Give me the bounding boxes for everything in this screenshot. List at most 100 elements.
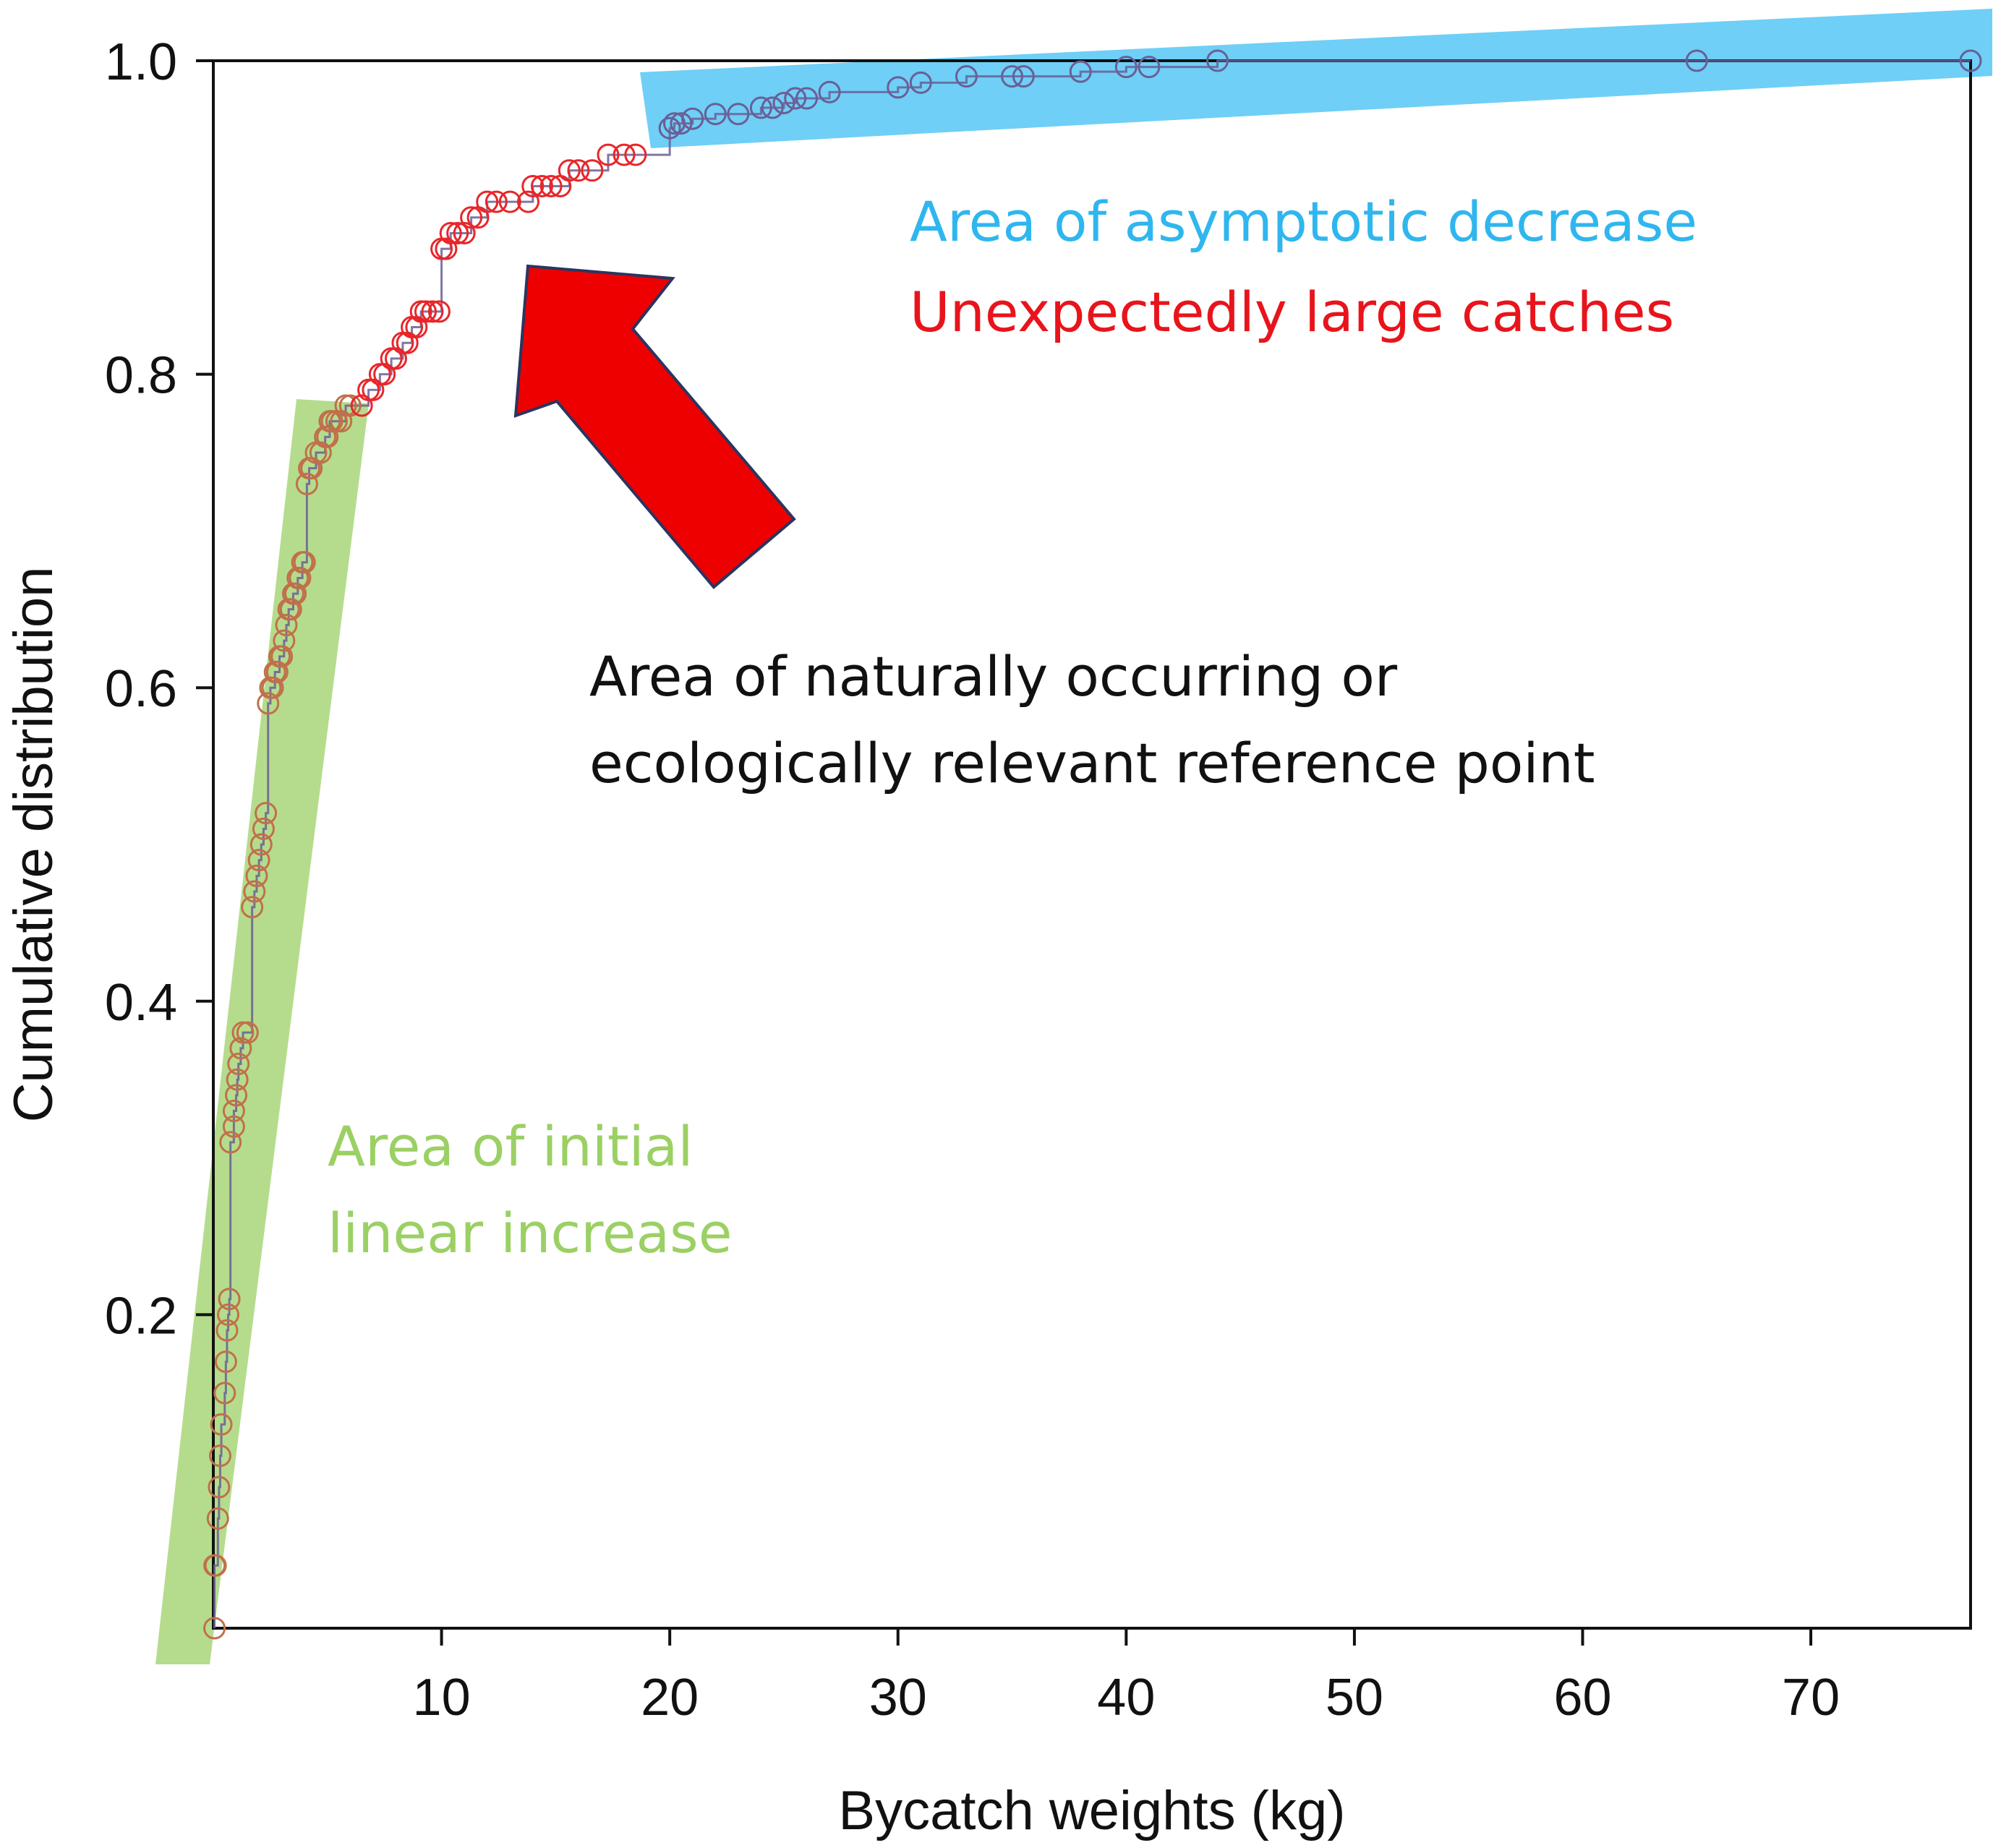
data-point-large bbox=[414, 300, 437, 323]
linear-increase-band bbox=[155, 399, 369, 1664]
data-point-asymptotic bbox=[1114, 56, 1138, 79]
data-point-asymptotic bbox=[772, 92, 795, 115]
data-point-linear bbox=[243, 880, 266, 903]
data-point-large bbox=[521, 174, 545, 197]
data-point-linear bbox=[229, 1037, 252, 1060]
data-point-asymptotic bbox=[784, 87, 807, 110]
data-point-linear bbox=[273, 629, 296, 652]
data-point-large bbox=[384, 347, 407, 370]
data-point-large bbox=[558, 159, 581, 182]
data-point-large bbox=[362, 378, 385, 401]
data-point-linear bbox=[222, 1100, 245, 1123]
data-point-large bbox=[446, 221, 469, 244]
data-point-asymptotic bbox=[1959, 49, 1982, 72]
data-point-linear bbox=[208, 1476, 231, 1499]
x-tick-label: 70 bbox=[1782, 1669, 1840, 1727]
data-point-large bbox=[567, 159, 590, 182]
data-point-asymptotic bbox=[1685, 49, 1708, 72]
data-point-asymptotic bbox=[727, 103, 750, 126]
data-point-linear bbox=[261, 676, 284, 699]
data-point-asymptotic bbox=[761, 96, 784, 119]
data-point-linear bbox=[289, 566, 312, 589]
reference-point-label-line2: ecologically relevant reference point bbox=[589, 731, 1595, 795]
data-point-large bbox=[613, 143, 636, 166]
data-point-large bbox=[435, 237, 458, 260]
reference-point-label-line1: Area of naturally occurring or bbox=[589, 644, 1398, 709]
large-catches-label: Unexpectedly large catches bbox=[910, 280, 1674, 344]
data-point-large bbox=[439, 221, 462, 244]
data-point-asymptotic bbox=[658, 116, 681, 140]
data-point-linear bbox=[217, 1303, 240, 1326]
data-point-asymptotic bbox=[818, 80, 841, 103]
linear-increase-label-line2: linear increase bbox=[328, 1201, 732, 1265]
data-point-asymptotic bbox=[887, 76, 910, 99]
data-point-asymptotic bbox=[955, 65, 978, 88]
data-point-linear bbox=[252, 817, 275, 840]
x-tick-label: 10 bbox=[413, 1669, 471, 1727]
data-point-asymptotic bbox=[795, 87, 819, 110]
data-point-asymptotic bbox=[704, 103, 727, 126]
data-point-linear bbox=[270, 645, 294, 668]
data-point-large bbox=[539, 174, 563, 197]
data-point-linear bbox=[255, 802, 278, 825]
data-point-large bbox=[350, 394, 373, 417]
data-point-linear bbox=[338, 394, 362, 417]
y-tick-label: 0.8 bbox=[105, 347, 177, 405]
data-point-linear bbox=[215, 1319, 239, 1342]
data-point-linear bbox=[227, 1053, 250, 1076]
data-point-large bbox=[427, 300, 451, 323]
reference-point-arrow bbox=[513, 264, 796, 589]
data-point-linear bbox=[241, 896, 264, 919]
x-tick-label: 30 bbox=[869, 1669, 927, 1727]
data-point-linear bbox=[247, 849, 270, 872]
data-point-large bbox=[460, 206, 483, 229]
y-axis-title: Cumulative distribution bbox=[3, 567, 64, 1123]
data-point-asymptotic bbox=[681, 107, 704, 130]
data-point-linear bbox=[219, 1131, 242, 1154]
data-point-large bbox=[453, 221, 476, 244]
data-point-linear bbox=[257, 692, 280, 715]
x-axis-title: Bycatch weights (kg) bbox=[838, 1780, 1345, 1841]
y-tick-label: 0.6 bbox=[105, 660, 177, 718]
data-point-linear bbox=[293, 551, 316, 574]
data-point-asymptotic bbox=[909, 71, 932, 94]
data-point-linear bbox=[249, 833, 273, 856]
y-axis: 0.2 0.4 0.6 0.8 1.0 bbox=[105, 33, 213, 1345]
linear-increase-label-line1: Area of initial bbox=[328, 1114, 693, 1178]
data-point-linear bbox=[206, 1507, 229, 1530]
data-point-asymptotic bbox=[1012, 65, 1035, 88]
x-tick-label: 60 bbox=[1553, 1669, 1611, 1727]
data-point-asymptotic bbox=[1206, 49, 1229, 72]
data-point-asymptotic bbox=[670, 112, 693, 135]
x-axis: 10 20 30 40 50 60 70 bbox=[413, 1628, 1840, 1727]
data-point-linear bbox=[222, 1115, 245, 1138]
data-point-linear bbox=[265, 661, 289, 684]
data-point-asymptotic bbox=[1069, 60, 1092, 83]
data-point-linear bbox=[226, 1068, 249, 1091]
data-point-asymptotic bbox=[749, 96, 772, 119]
data-point-linear bbox=[218, 1288, 241, 1311]
data-point-asymptotic bbox=[1138, 56, 1161, 79]
asymptotic-band bbox=[640, 9, 1992, 148]
y-tick-label: 0.2 bbox=[105, 1287, 177, 1345]
asymptotic-label: Area of asymptotic decrease bbox=[910, 189, 1697, 254]
data-point-linear bbox=[236, 1021, 259, 1044]
data-point-large bbox=[581, 159, 604, 182]
data-point-linear bbox=[203, 1617, 226, 1640]
x-tick-label: 40 bbox=[1097, 1669, 1155, 1727]
data-point-linear bbox=[279, 598, 302, 621]
data-point-linear bbox=[204, 1554, 227, 1577]
data-point-linear bbox=[225, 1084, 248, 1107]
data-point-large bbox=[373, 363, 396, 386]
y-tick-label: 0.4 bbox=[105, 974, 177, 1032]
plot-frame bbox=[212, 59, 1972, 1630]
data-points bbox=[203, 49, 1982, 1640]
data-point-linear bbox=[295, 472, 318, 495]
data-point-linear bbox=[213, 1382, 236, 1405]
data-point-linear bbox=[214, 1350, 237, 1373]
data-point-large bbox=[517, 190, 540, 213]
data-point-linear bbox=[309, 441, 332, 464]
data-point-linear bbox=[275, 613, 298, 636]
data-point-large bbox=[485, 190, 508, 213]
